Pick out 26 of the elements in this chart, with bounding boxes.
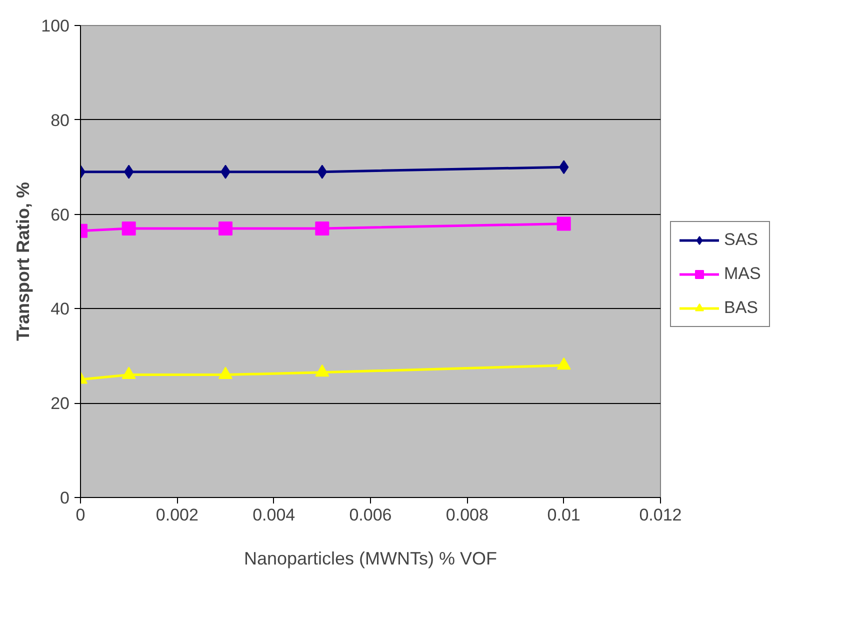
x-tick-label: 0 bbox=[76, 506, 86, 524]
point bbox=[122, 221, 136, 236]
y-tick-label: 80 bbox=[50, 110, 70, 130]
legend-label: MAS bbox=[724, 264, 761, 284]
point bbox=[315, 364, 330, 377]
legend-label: BAS bbox=[724, 298, 758, 318]
point bbox=[122, 366, 136, 380]
point bbox=[218, 221, 232, 236]
x-tick-label: 0.01 bbox=[547, 506, 580, 524]
legend-label: SAS bbox=[724, 230, 758, 250]
y-tick-label: 60 bbox=[50, 205, 70, 224]
point bbox=[556, 357, 571, 370]
y-tick-label: 40 bbox=[50, 300, 70, 319]
y-axis-title: Transport Ratio, % bbox=[13, 182, 34, 342]
x-tick-label: 0.008 bbox=[446, 506, 488, 524]
x-tick-label: 0.012 bbox=[639, 506, 682, 524]
y-tick-label: 100 bbox=[41, 16, 70, 36]
y-tick-label: 20 bbox=[50, 394, 70, 414]
x-axis-title: Nanoparticles (MWNTs) % VOF bbox=[244, 548, 498, 568]
x-tick-label: 0.004 bbox=[252, 506, 296, 524]
y-tick-label: 0 bbox=[60, 488, 70, 508]
point bbox=[218, 366, 232, 380]
point bbox=[556, 216, 571, 231]
point bbox=[315, 221, 330, 236]
x-tick-label: 0.006 bbox=[349, 506, 392, 524]
x-tick-label: 0.002 bbox=[156, 506, 198, 524]
